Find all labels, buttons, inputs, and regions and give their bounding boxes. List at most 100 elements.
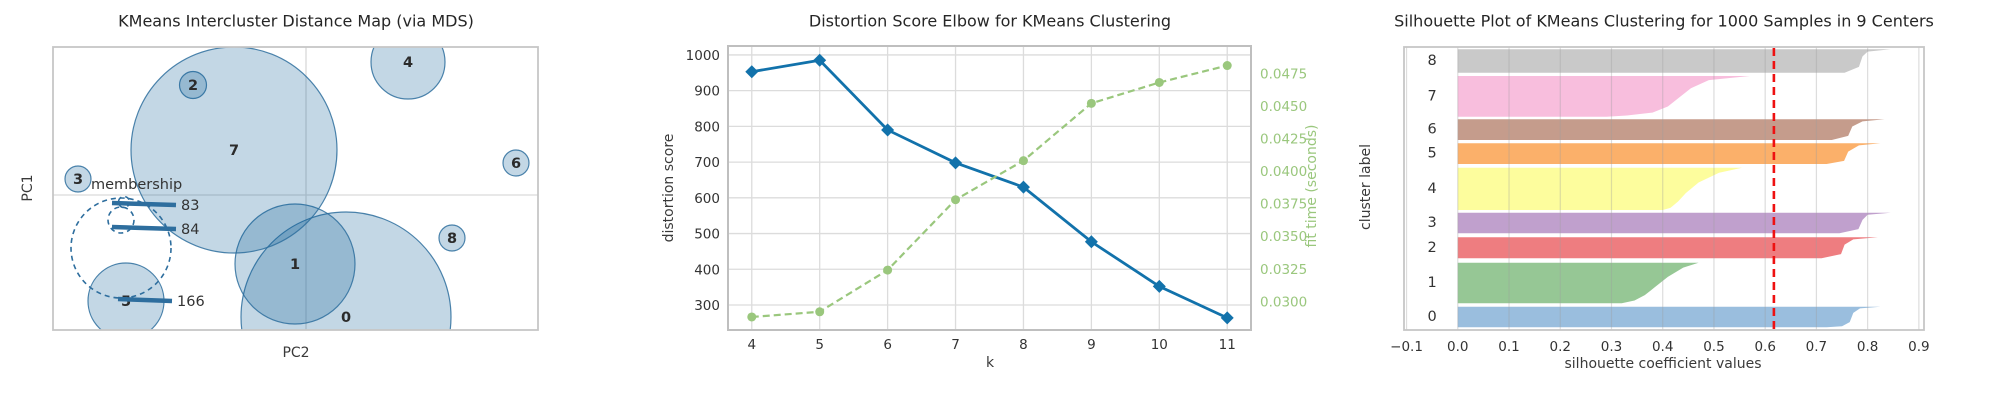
fit-time-marker <box>1018 156 1028 166</box>
plot-border <box>52 46 539 331</box>
distortion-marker <box>881 123 895 137</box>
fit-time-tick-label: 0.0450 <box>1260 99 1307 115</box>
cluster-bubble-label-8: 8 <box>447 231 457 247</box>
cluster-bubble-label-7: 7 <box>229 143 239 159</box>
x-tick-label: 7 <box>951 337 960 353</box>
silhouette-band-6 <box>1457 119 1885 140</box>
y-tick-label: 400 <box>694 262 720 278</box>
cluster-bubble-8 <box>438 224 466 252</box>
membership-legend-value-1: 84 <box>181 222 199 238</box>
cluster-bubble-1 <box>234 203 356 325</box>
cluster-tick-label-0: 0 <box>1428 309 1437 325</box>
cluster-tick-label-3: 3 <box>1428 215 1437 231</box>
distortion-score-axis-label: distortion score <box>661 133 677 243</box>
silhouette-band-2 <box>1457 237 1878 259</box>
y-tick-label: 800 <box>694 119 720 135</box>
silhouette-band-7 <box>1457 76 1750 117</box>
distortion-marker <box>1016 180 1030 194</box>
cluster-tick-label-5: 5 <box>1428 146 1437 162</box>
membership-legend-circle-2 <box>70 197 172 299</box>
cluster-bubble-label-5: 5 <box>121 294 131 310</box>
cluster-bubble-3 <box>64 165 92 193</box>
cluster-tick-label-8: 8 <box>1428 53 1437 69</box>
distortion-marker <box>1084 235 1098 249</box>
fit-time-tick-label: 0.0400 <box>1260 164 1307 180</box>
cluster-bubble-label-3: 3 <box>73 172 83 188</box>
x-tick-label: 0.5 <box>1703 339 1724 355</box>
cluster-bubble-label-0: 0 <box>341 310 351 326</box>
cluster-bubble-4 <box>370 47 446 100</box>
plot-border <box>727 45 1252 331</box>
fit-time-tick-label: 0.0300 <box>1260 294 1307 310</box>
fit-time-marker <box>1222 61 1232 71</box>
x-tick-label: 0.6 <box>1754 339 1775 355</box>
silhouette-band-4 <box>1457 167 1743 210</box>
cluster-tick-label-2: 2 <box>1428 240 1437 256</box>
membership-legend: membership 83 84 166 <box>70 177 205 310</box>
elbow-title: Distortion Score Elbow for KMeans Cluste… <box>808 11 1172 31</box>
x-tick-label: 0.9 <box>1908 339 1929 355</box>
membership-legend-circle-1 <box>107 206 135 234</box>
fit-time-axis-label: fit time (seconds) <box>1304 124 1320 248</box>
cluster-tick-label-1: 1 <box>1428 275 1437 291</box>
silhouette-band-1 <box>1457 262 1699 304</box>
cluster-tick-label-6: 6 <box>1428 122 1437 138</box>
y-tick-label: 900 <box>694 84 720 100</box>
silhouette-chart: 0 1 2 3 4 5 6 7 8 −0.1 0.0 0.1 0.2 0.3 0.4 0.5 0.6 0.7 0.8… <box>1390 46 1930 355</box>
fit-time-marker <box>951 195 961 205</box>
cluster-bubble-0 <box>240 211 452 330</box>
fit-time-line <box>751 64 1228 319</box>
x-tick-label: 5 <box>815 337 824 353</box>
fit-time-marker <box>883 265 893 275</box>
y-tick-label: 500 <box>694 227 720 243</box>
x-tick-label: −0.1 <box>1390 339 1423 355</box>
distortion-marker <box>1220 311 1234 325</box>
intercluster-map-xlabel: PC2 <box>282 345 310 361</box>
x-tick-label: 0.8 <box>1857 339 1878 355</box>
fit-time-tick-label: 0.0475 <box>1260 66 1307 82</box>
membership-legend-title: membership <box>91 177 182 193</box>
cluster-tick-label-7: 7 <box>1428 88 1437 104</box>
cluster-bubble-label-1: 1 <box>290 257 300 273</box>
x-tick-label: 0.3 <box>1601 339 1622 355</box>
fit-time-tick-label: 0.0425 <box>1260 131 1307 147</box>
membership-legend-line-0 <box>111 200 177 208</box>
fit-time-marker <box>747 312 757 322</box>
intercluster-distance-map: 0 1 2 3 4 5 6 7 8 membership 83 84 166 <box>52 46 539 331</box>
x-tick-label: 0.4 <box>1652 339 1673 355</box>
silhouette-band-0 <box>1457 306 1881 328</box>
cluster-bubble-label-6: 6 <box>511 156 521 172</box>
x-tick-label: 6 <box>883 337 892 353</box>
cluster-bubble-6 <box>502 149 530 177</box>
cluster-bubbles <box>64 47 530 330</box>
cluster-bubble-label-4: 4 <box>403 55 413 71</box>
distortion-marker <box>949 156 963 170</box>
distortion-line <box>751 58 1228 320</box>
elbow-xlabel: k <box>985 355 995 371</box>
y-tick-label: 300 <box>694 298 720 314</box>
silhouette-xlabel: silhouette coefficient values <box>1564 356 1762 372</box>
x-tick-label: 0.2 <box>1550 339 1571 355</box>
silhouette-band-3 <box>1457 212 1891 234</box>
cluster-tick-label-4: 4 <box>1428 181 1437 197</box>
fit-time-marker <box>1086 98 1096 108</box>
x-tick-label: 8 <box>1019 337 1028 353</box>
fit-time-tick-label: 0.0375 <box>1260 197 1307 213</box>
fit-time-tick-label: 0.0350 <box>1260 229 1307 245</box>
x-tick-label: 11 <box>1219 337 1236 353</box>
distortion-marker <box>745 65 759 79</box>
y-tick-label: 700 <box>694 155 720 171</box>
y-tick-label: 1000 <box>686 48 720 64</box>
cluster-label-axis-label: cluster label <box>1358 144 1374 230</box>
fit-time-marker <box>815 307 825 317</box>
x-tick-label: 0.0 <box>1447 339 1468 355</box>
silhouette-band-5 <box>1457 143 1881 164</box>
x-tick-label: 10 <box>1151 337 1168 353</box>
cluster-bubble-7 <box>130 47 338 254</box>
fit-time-marker <box>1154 77 1164 87</box>
intercluster-map-title: KMeans Intercluster Distance Map (via MD… <box>118 11 474 31</box>
membership-legend-line-2 <box>117 296 173 304</box>
membership-legend-line-1 <box>111 224 177 232</box>
